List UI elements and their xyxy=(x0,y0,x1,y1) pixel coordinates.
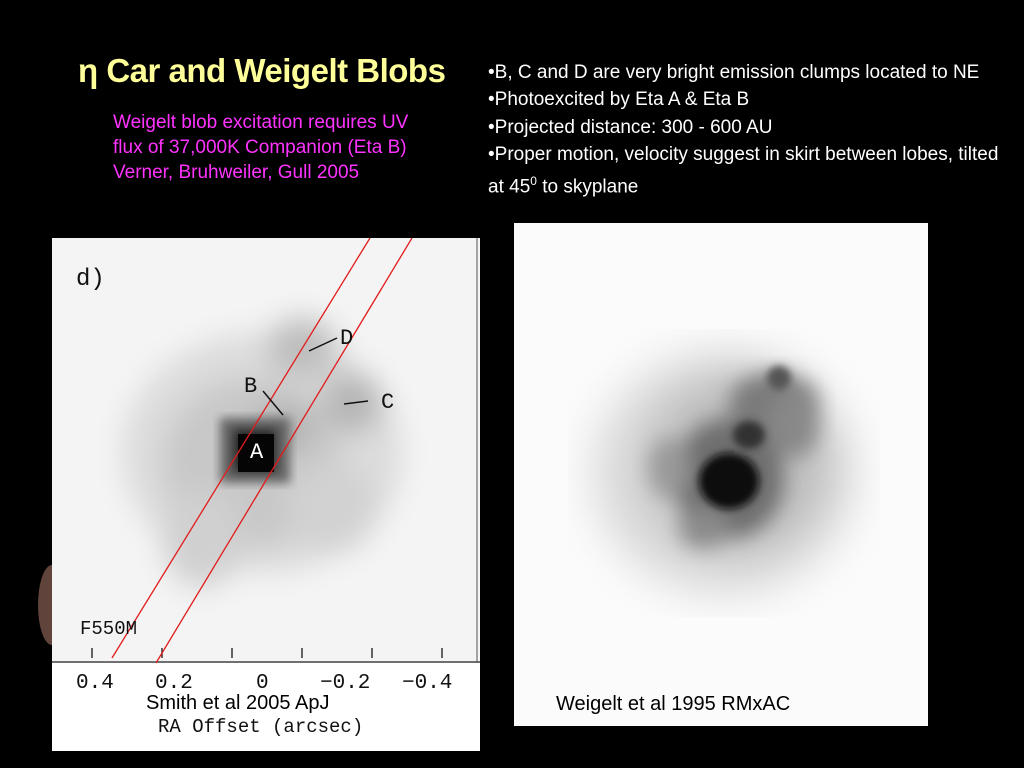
bullet-item-4: •Proper motion, velocity suggest in skir… xyxy=(488,141,1008,201)
right-figure-panel: Weigelt et al 1995 RMxAC xyxy=(514,223,928,726)
bullet-item-2: •Photoexcited by Eta A & Eta B xyxy=(488,89,750,111)
bullet-item-4-text: •Proper motion, velocity suggest in skir… xyxy=(488,143,999,198)
left-figure-panel: d) D B C A F550M 0.4 0.2 0 −0.2 −0.4 RA … xyxy=(52,238,480,751)
panel-label: d) xyxy=(76,266,105,293)
x-tick-label: 0.2 xyxy=(155,672,193,695)
planet-image-fragment xyxy=(25,436,52,674)
left-figure-caption: Smith et al 2005 ApJ xyxy=(146,692,330,714)
blob-label-a: A xyxy=(250,440,264,465)
slide-title: η Car and Weigelt Blobs xyxy=(78,52,446,89)
slit-edge-left xyxy=(111,238,371,659)
x-tick-label: −0.2 xyxy=(320,672,371,695)
blob-label-d: D xyxy=(340,326,354,351)
hst-image xyxy=(52,238,480,664)
pointer-c xyxy=(343,400,369,405)
pointer-d xyxy=(308,337,338,352)
x-axis-label: RA Offset (arcsec) xyxy=(158,716,364,738)
x-tick-label: −0.4 xyxy=(402,672,453,695)
bullet-item-4-superscript: 0 xyxy=(530,174,537,189)
right-figure-caption: Weigelt et al 1995 RMxAC xyxy=(556,693,791,715)
blob-label-c: C xyxy=(381,390,395,415)
blob-label-b: B xyxy=(244,374,258,399)
pointer-b xyxy=(262,390,284,416)
filter-label: F550M xyxy=(80,618,138,640)
bullet-item-1: •B, C and D are very bright emission clu… xyxy=(488,62,980,83)
slide-subtitle: Weigelt blob excitation requires UV flux… xyxy=(113,112,409,183)
x-tick-label: 0 xyxy=(256,672,269,695)
speckle-image xyxy=(514,223,928,726)
bullet-item-3: •Projected distance: 300 - 600 AU xyxy=(488,116,773,138)
x-tick-label: 0.4 xyxy=(76,672,114,695)
bullet-list: •B, C and D are very bright emission clu… xyxy=(488,59,1008,201)
bullet-item-4-tail: to skyplane xyxy=(536,176,639,198)
slit-edge-right xyxy=(155,238,413,664)
